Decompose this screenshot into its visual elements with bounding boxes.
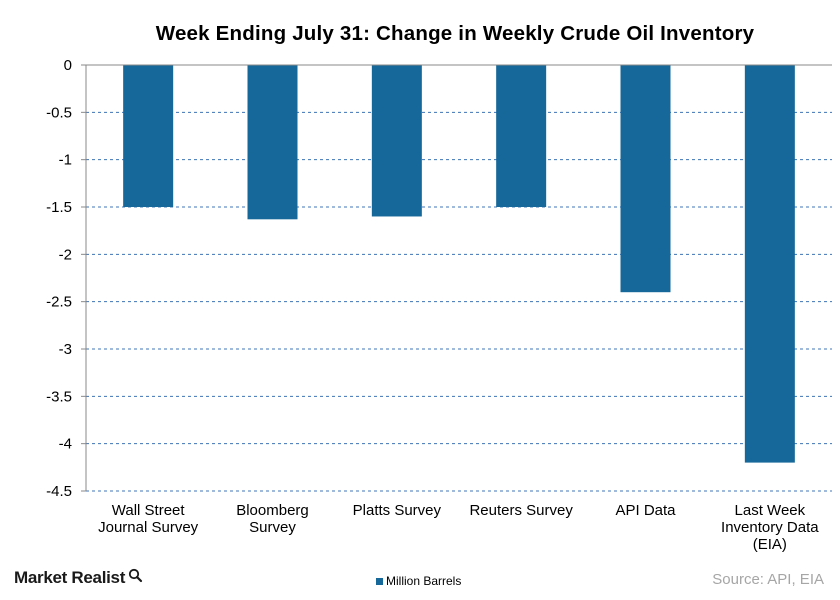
chart-title: Week Ending July 31: Change in Weekly Cr… [155, 22, 755, 45]
category-label: (EIA) [753, 536, 787, 553]
legend-label: Million Barrels [386, 574, 462, 588]
y-tick-label: -1.5 [46, 199, 72, 216]
category-label: Last Week [735, 502, 806, 519]
bar [744, 65, 795, 463]
y-tick-label: -4.5 [46, 483, 72, 500]
bar [620, 65, 671, 293]
y-tick-label: -1 [59, 152, 72, 169]
magnifier-icon [128, 568, 143, 583]
source-note: Source: API, EIA [712, 571, 824, 588]
bar [247, 65, 298, 220]
category-label: Platts Survey [353, 502, 442, 519]
y-tick-label: -3 [59, 341, 72, 358]
category-label: Journal Survey [98, 519, 199, 536]
legend: Million Barrels [376, 574, 461, 588]
y-tick-label: -0.5 [46, 104, 72, 121]
legend-swatch [376, 578, 383, 585]
y-tick-label: -3.5 [46, 388, 72, 405]
category-label: API Data [615, 502, 676, 519]
category-label: Wall Street [112, 502, 186, 519]
category-label: Reuters Survey [469, 502, 573, 519]
category-label: Inventory Data [721, 519, 819, 536]
y-tick-label: 0 [64, 57, 72, 74]
category-label: Bloomberg [236, 502, 309, 519]
brand-logo: Market Realist [14, 568, 143, 588]
y-tick-label: -2.5 [46, 294, 72, 311]
bar [371, 65, 422, 217]
bar [123, 65, 174, 207]
y-tick-label: -2 [59, 246, 72, 263]
category-label: Survey [249, 519, 296, 536]
y-tick-label: -4 [59, 436, 72, 453]
bar [496, 65, 547, 207]
brand-name: Market Realist [14, 568, 126, 587]
